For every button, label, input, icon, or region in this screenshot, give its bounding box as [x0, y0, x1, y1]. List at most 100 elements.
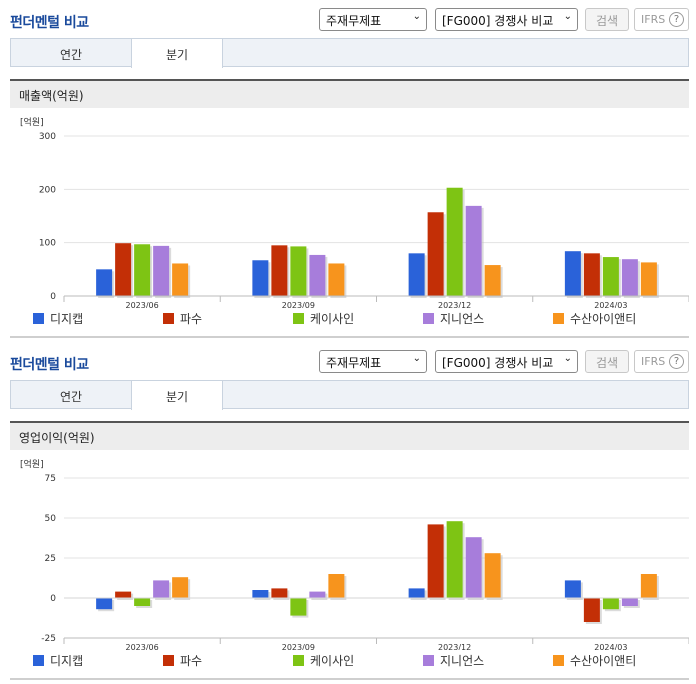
- peer-group-value: [FG000] 경쟁사 비교: [442, 14, 554, 28]
- chevron-down-icon: ⌄: [412, 353, 421, 364]
- fundamental-panel-revenue: 펀더멘털 비교 주재무제표 ⌄ [FG000] 경쟁사 비교 ⌄ 검색 IFRS…: [0, 0, 696, 338]
- legend-item[interactable]: 파수: [163, 310, 202, 327]
- chart-legend: 디지캡 파수 케이사인 지니언스 수산아이앤티: [10, 652, 689, 672]
- bar: [172, 263, 189, 296]
- legend-item[interactable]: 파수: [163, 652, 202, 669]
- bar: [621, 598, 638, 606]
- chart-legend: 디지캡 파수 케이사인 지니언스 수산아이앤티: [10, 310, 689, 330]
- y-tick-label: 0: [50, 594, 56, 604]
- legend-item[interactable]: 지니언스: [423, 652, 484, 669]
- bar: [427, 524, 444, 598]
- y-tick-label: 25: [45, 554, 56, 564]
- bar: [252, 260, 269, 296]
- panel-title: 펀더멘털 비교: [10, 15, 89, 31]
- legend-item[interactable]: 수산아이앤티: [553, 310, 636, 327]
- bar: [621, 259, 638, 296]
- chart-subtitle-bar: 매출액(억원): [10, 79, 689, 108]
- peer-group-select[interactable]: [FG000] 경쟁사 비교 ⌄: [435, 350, 578, 373]
- legend-swatch: [553, 655, 564, 666]
- legend-swatch: [293, 313, 304, 324]
- x-tick-label: 2023/12: [438, 301, 471, 308]
- bar: [290, 598, 307, 616]
- statement-type-select[interactable]: 주재무제표 ⌄: [319, 350, 427, 373]
- bar: [640, 262, 657, 296]
- bar: [564, 580, 581, 598]
- panel-title: 펀더멘털 비교: [10, 357, 89, 373]
- bar: [602, 257, 619, 296]
- divider: [10, 336, 689, 338]
- revenue-chart: [억원] 0 100 200 300 2023/06 2023/09 2023/12 2024/…: [10, 108, 689, 338]
- ifrs-label: IFRS: [641, 13, 666, 26]
- statement-type-value: 주재무제표: [326, 356, 382, 370]
- operating-profit-chart: [억원] -25 0 25 50 75 2023/06 2023/09 2023/12 2024/…: [10, 450, 689, 680]
- legend-item[interactable]: 케이사인: [293, 652, 354, 669]
- legend-item[interactable]: 케이사인: [293, 310, 354, 327]
- legend-label: 디지캡: [50, 654, 84, 668]
- tab-quarterly[interactable]: 분기: [131, 39, 223, 68]
- y-tick-label: 100: [39, 239, 56, 249]
- fundamental-panel-operating-profit: 펀더멘털 비교 주재무제표 ⌄ [FG000] 경쟁사 비교 ⌄ 검색 IFRS…: [0, 342, 696, 684]
- legend-item[interactable]: 수산아이앤티: [553, 652, 636, 669]
- bar: [309, 591, 326, 598]
- revenue-chart-svg: [억원] 0 100 200 300 2023/06 2023/09 2023/12 2024/…: [20, 116, 689, 308]
- bar: [583, 598, 600, 622]
- legend-swatch: [163, 655, 174, 666]
- bar: [134, 244, 151, 296]
- legend-swatch: [423, 655, 434, 666]
- chart-subtitle: 영업이익(억원): [19, 431, 95, 445]
- legend-item[interactable]: 디지캡: [33, 652, 83, 669]
- ifrs-label: IFRS: [641, 355, 666, 368]
- bar: [271, 588, 288, 598]
- legend-label: 수산아이앤티: [570, 654, 637, 668]
- bar: [252, 590, 269, 598]
- bar: [484, 553, 501, 598]
- x-tick-label: 2023/06: [126, 301, 159, 308]
- search-button[interactable]: 검색: [585, 8, 629, 31]
- x-tick-label: 2024/03: [594, 301, 627, 308]
- y-axis-unit: [억원]: [20, 458, 44, 470]
- bar: [446, 521, 463, 598]
- period-tabs: 연간 분기: [10, 38, 689, 68]
- bar: [290, 246, 307, 296]
- legend-item[interactable]: 디지캡: [33, 310, 83, 327]
- bar: [115, 243, 132, 296]
- x-tick-label: 2023/09: [282, 643, 315, 650]
- legend-item[interactable]: 지니언스: [423, 310, 484, 327]
- x-tick-label: 2024/03: [594, 643, 627, 650]
- y-tick-label: 300: [39, 132, 56, 142]
- search-button[interactable]: 검색: [585, 350, 629, 373]
- legend-swatch: [293, 655, 304, 666]
- bar: [115, 591, 132, 598]
- legend-swatch: [423, 313, 434, 324]
- bar: [484, 265, 501, 296]
- tab-annual[interactable]: 연간: [59, 48, 83, 62]
- y-tick-label: 50: [45, 514, 57, 524]
- bar: [134, 598, 151, 606]
- panel-header: 펀더멘털 비교 주재무제표 ⌄ [FG000] 경쟁사 비교 ⌄ 검색 IFRS…: [0, 0, 696, 38]
- legend-swatch: [163, 313, 174, 324]
- legend-label: 파수: [180, 654, 203, 668]
- y-tick-label: 200: [39, 185, 56, 195]
- chevron-down-icon: ⌄: [563, 353, 572, 364]
- x-tick-label: 2023/06: [126, 643, 159, 650]
- help-icon: ?: [669, 12, 684, 27]
- bar: [96, 269, 113, 296]
- legend-label: 지니언스: [440, 654, 485, 668]
- chart-subtitle-bar: 영업이익(억원): [10, 421, 689, 450]
- bar: [465, 205, 482, 296]
- divider: [10, 678, 689, 680]
- legend-label: 디지캡: [50, 312, 84, 326]
- tab-quarterly[interactable]: 분기: [131, 381, 223, 410]
- bar: [640, 574, 657, 598]
- statement-type-select[interactable]: 주재무제표 ⌄: [319, 8, 427, 31]
- ifrs-help-button[interactable]: IFRS ?: [634, 8, 689, 31]
- peer-group-select[interactable]: [FG000] 경쟁사 비교 ⌄: [435, 8, 578, 31]
- x-tick-label: 2023/09: [282, 301, 315, 308]
- y-axis-unit: [억원]: [20, 116, 44, 128]
- peer-group-value: [FG000] 경쟁사 비교: [442, 356, 554, 370]
- ifrs-help-button[interactable]: IFRS ?: [634, 350, 689, 373]
- legend-swatch: [33, 313, 44, 324]
- bar: [427, 212, 444, 296]
- bar: [446, 187, 463, 296]
- tab-annual[interactable]: 연간: [59, 390, 83, 404]
